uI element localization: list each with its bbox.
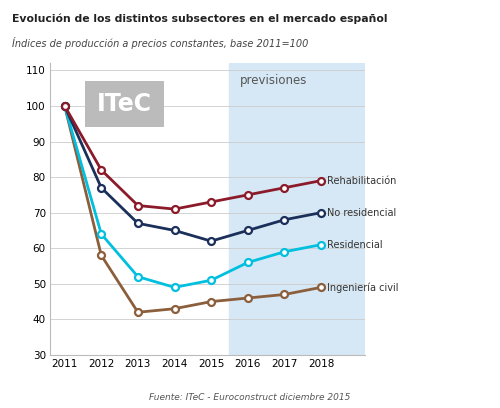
Text: Ingeniería civil: Ingeniería civil xyxy=(326,282,398,293)
Text: No residencial: No residencial xyxy=(326,208,396,217)
Text: previsiones: previsiones xyxy=(240,74,307,87)
Text: Evolución de los distintos subsectores en el mercado español: Evolución de los distintos subsectores e… xyxy=(12,13,388,24)
FancyBboxPatch shape xyxy=(85,81,164,127)
Text: Residencial: Residencial xyxy=(326,239,382,250)
Bar xyxy=(230,63,365,355)
Text: ITeC: ITeC xyxy=(96,92,152,116)
Text: Rehabilitación: Rehabilitación xyxy=(326,175,396,186)
Text: Fuente: ITeC - Euroconstruct diciembre 2015: Fuente: ITeC - Euroconstruct diciembre 2… xyxy=(150,393,350,402)
Text: Índices de producción a precios constantes, base 2011=100: Índices de producción a precios constant… xyxy=(12,37,309,49)
